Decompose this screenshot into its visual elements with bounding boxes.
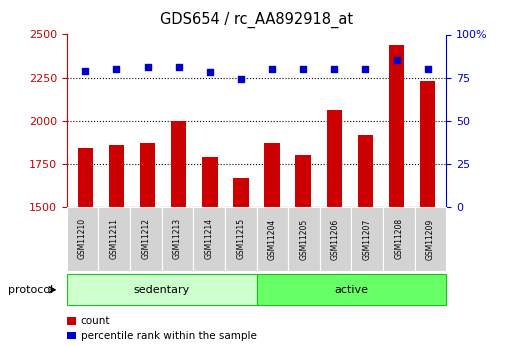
- Text: GSM11205: GSM11205: [300, 218, 308, 259]
- Text: GSM11209: GSM11209: [426, 218, 435, 259]
- Text: GSM11206: GSM11206: [331, 218, 340, 259]
- Point: [268, 66, 276, 72]
- Bar: [233, 178, 249, 345]
- Text: GSM11213: GSM11213: [173, 218, 182, 259]
- Text: GDS654 / rc_AA892918_at: GDS654 / rc_AA892918_at: [160, 12, 353, 28]
- Point: [330, 66, 339, 72]
- Bar: [171, 121, 187, 345]
- Bar: [109, 145, 124, 345]
- Bar: [358, 135, 373, 345]
- Bar: [264, 143, 280, 345]
- Point: [361, 66, 369, 72]
- Text: GSM11214: GSM11214: [205, 218, 213, 259]
- Bar: [326, 110, 342, 345]
- Text: GSM11212: GSM11212: [141, 218, 150, 259]
- Text: GSM11215: GSM11215: [236, 218, 245, 259]
- Point: [299, 66, 307, 72]
- Text: GSM11210: GSM11210: [78, 218, 87, 259]
- Bar: [295, 155, 311, 345]
- Text: sedentary: sedentary: [133, 285, 190, 295]
- Bar: [420, 81, 436, 345]
- Point: [237, 77, 245, 82]
- Bar: [202, 157, 218, 345]
- Point: [424, 66, 432, 72]
- Point: [112, 66, 121, 72]
- Text: GSM11204: GSM11204: [268, 218, 277, 259]
- Text: GSM11208: GSM11208: [394, 218, 403, 259]
- Text: percentile rank within the sample: percentile rank within the sample: [81, 331, 256, 341]
- Bar: [389, 45, 404, 345]
- Text: active: active: [334, 285, 368, 295]
- Text: GSM11207: GSM11207: [363, 218, 372, 259]
- Text: GSM11211: GSM11211: [110, 218, 119, 259]
- Point: [206, 70, 214, 75]
- Point: [392, 58, 401, 63]
- Text: count: count: [81, 316, 110, 326]
- Bar: [77, 148, 93, 345]
- Point: [81, 68, 89, 73]
- Text: protocol: protocol: [8, 285, 53, 295]
- Point: [174, 65, 183, 70]
- Bar: [140, 143, 155, 345]
- Point: [144, 65, 152, 70]
